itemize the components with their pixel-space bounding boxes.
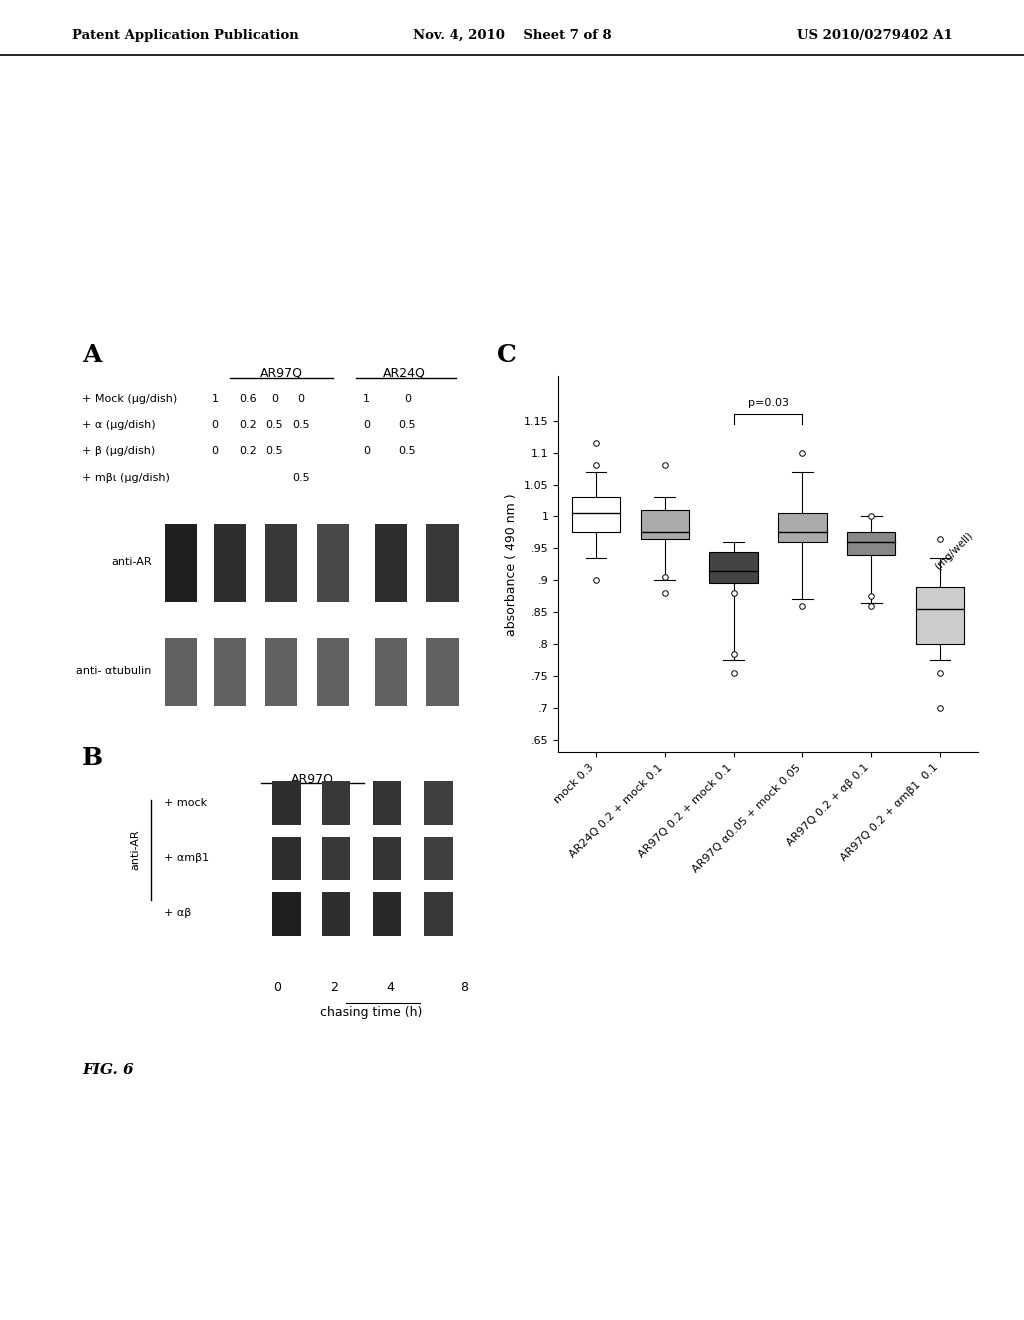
- Text: 0.2: 0.2: [239, 420, 257, 430]
- Bar: [373, 781, 401, 825]
- Text: 4: 4: [386, 981, 394, 994]
- Text: AR24Q: AR24Q: [383, 367, 426, 380]
- Bar: [272, 781, 301, 825]
- Bar: [571, 498, 620, 532]
- Text: anti-AR: anti-AR: [130, 830, 140, 870]
- Text: 1: 1: [364, 393, 370, 404]
- Bar: [426, 638, 459, 706]
- Text: 0: 0: [364, 446, 370, 457]
- Bar: [916, 586, 965, 644]
- Bar: [322, 892, 350, 936]
- Bar: [322, 781, 350, 825]
- Text: + αmβ1: + αmβ1: [164, 853, 209, 863]
- Text: anti-AR: anti-AR: [111, 557, 152, 568]
- Text: FIG. 6: FIG. 6: [82, 1063, 133, 1077]
- Text: 0.5: 0.5: [265, 446, 284, 457]
- Text: chasing time (h): chasing time (h): [319, 1006, 422, 1019]
- Bar: [778, 513, 826, 543]
- Bar: [375, 638, 408, 706]
- Text: 2: 2: [330, 981, 338, 994]
- Bar: [373, 837, 401, 880]
- Bar: [265, 524, 297, 602]
- Text: B: B: [82, 746, 103, 770]
- Bar: [424, 892, 453, 936]
- Text: anti- αtubulin: anti- αtubulin: [76, 665, 152, 676]
- Text: + mβι (μg/dish): + mβι (μg/dish): [82, 473, 170, 483]
- Text: US 2010/0279402 A1: US 2010/0279402 A1: [797, 29, 952, 42]
- Bar: [641, 510, 689, 539]
- Text: 0: 0: [212, 420, 218, 430]
- Text: + mock: + mock: [164, 797, 207, 808]
- Text: Nov. 4, 2010    Sheet 7 of 8: Nov. 4, 2010 Sheet 7 of 8: [413, 29, 611, 42]
- Bar: [847, 532, 895, 554]
- Text: 0: 0: [212, 446, 218, 457]
- Bar: [424, 837, 453, 880]
- Text: 0: 0: [273, 981, 282, 994]
- Text: 0.6: 0.6: [239, 393, 257, 404]
- Text: + αβ: + αβ: [164, 908, 191, 919]
- Bar: [316, 524, 349, 602]
- Text: p=0.03: p=0.03: [748, 399, 788, 408]
- Bar: [165, 638, 198, 706]
- Bar: [426, 524, 459, 602]
- Bar: [214, 638, 246, 706]
- Bar: [322, 837, 350, 880]
- Text: 0.5: 0.5: [292, 473, 310, 483]
- Text: A: A: [82, 343, 101, 367]
- Text: + Mock (μg/dish): + Mock (μg/dish): [82, 393, 177, 404]
- Text: AR97Q: AR97Q: [260, 367, 303, 380]
- Text: 0: 0: [404, 393, 411, 404]
- Text: C: C: [497, 343, 516, 367]
- Bar: [214, 524, 246, 602]
- Text: 0.5: 0.5: [265, 420, 284, 430]
- Bar: [710, 552, 758, 583]
- Text: 0.5: 0.5: [398, 420, 417, 430]
- Text: (mg/well): (mg/well): [933, 531, 975, 573]
- Bar: [265, 638, 297, 706]
- Text: 0: 0: [364, 420, 370, 430]
- Text: 0.5: 0.5: [292, 420, 310, 430]
- Text: 0.2: 0.2: [239, 446, 257, 457]
- Y-axis label: absorbance ( 490 nm ): absorbance ( 490 nm ): [505, 492, 518, 636]
- Text: 0: 0: [271, 393, 278, 404]
- Text: + β (μg/dish): + β (μg/dish): [82, 446, 156, 457]
- Bar: [375, 524, 408, 602]
- Text: 0: 0: [298, 393, 304, 404]
- Bar: [272, 837, 301, 880]
- Text: 8: 8: [460, 981, 468, 994]
- Text: AR97Q: AR97Q: [291, 772, 334, 785]
- Bar: [316, 638, 349, 706]
- Text: Patent Application Publication: Patent Application Publication: [72, 29, 298, 42]
- Bar: [424, 781, 453, 825]
- Bar: [272, 892, 301, 936]
- Text: + α (μg/dish): + α (μg/dish): [82, 420, 156, 430]
- Bar: [373, 892, 401, 936]
- Text: 0.5: 0.5: [398, 446, 417, 457]
- Text: 1: 1: [212, 393, 218, 404]
- Bar: [165, 524, 198, 602]
